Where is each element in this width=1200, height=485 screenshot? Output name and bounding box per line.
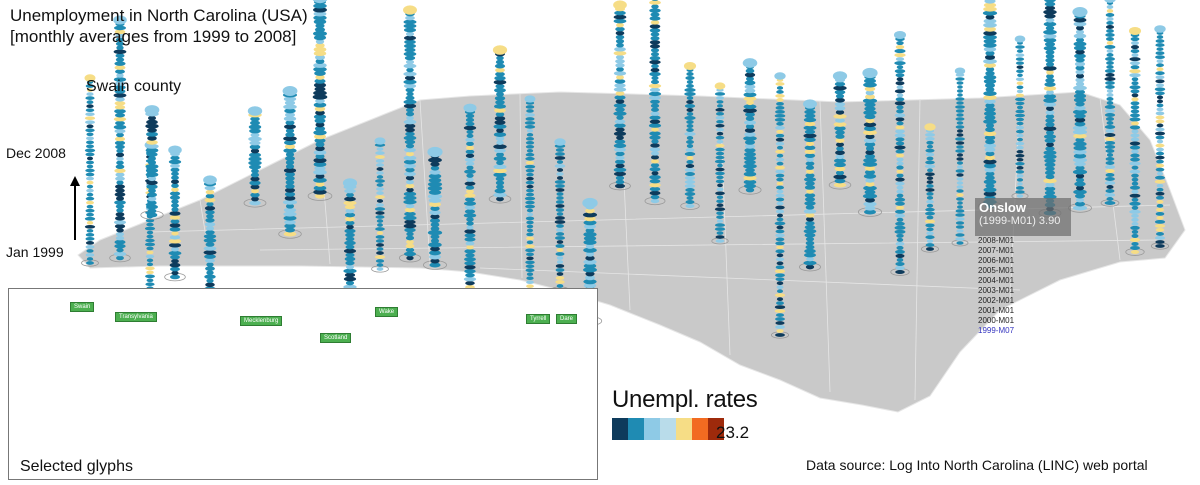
county-glyph[interactable] [828, 71, 852, 190]
selected-tag-dare[interactable]: Dare [556, 314, 578, 324]
county-glyphs [81, 0, 1170, 339]
tooltip-year: 2006-M01 [978, 256, 1015, 265]
county-glyph[interactable] [109, 15, 131, 263]
selected-glyphs-panel [8, 288, 598, 480]
swain-county-label: Swain county [86, 78, 182, 95]
tooltip-year: 2003-M01 [978, 286, 1015, 295]
county-glyph[interactable] [164, 145, 186, 282]
county-glyph[interactable] [951, 67, 969, 247]
county-glyph[interactable] [278, 86, 302, 239]
county-glyph[interactable] [770, 72, 790, 339]
tooltip-year: 2002-M01 [978, 296, 1015, 305]
legend-swatch [644, 418, 660, 440]
title-line-2: [monthly averages from 1999 to 2008] [10, 27, 297, 46]
tooltip-county-name: Onslow [979, 200, 1026, 215]
county-glyph[interactable] [423, 146, 447, 270]
county-glyph[interactable] [307, 0, 333, 201]
county-glyph[interactable] [799, 99, 821, 272]
county-glyph[interactable] [857, 67, 883, 217]
tooltip-year: 2000-M01 [978, 316, 1015, 325]
legend-swatch [628, 418, 644, 440]
selected-tag-wake[interactable]: Wake [375, 307, 399, 317]
county-glyph[interactable] [550, 138, 570, 294]
legend-swatch [660, 418, 676, 440]
selected-tag-scotland[interactable]: Scotland [320, 333, 352, 343]
legend-swatch [676, 418, 692, 440]
legend-swatch [612, 418, 628, 440]
title-line-1: Unemployment in North Carolina (USA) [10, 6, 308, 25]
county-glyph[interactable] [921, 123, 939, 253]
county-glyph[interactable] [398, 5, 422, 263]
county-glyph[interactable] [371, 137, 389, 273]
county-glyph[interactable] [140, 105, 164, 220]
tooltip-year: 2007-M01 [978, 246, 1015, 255]
county-glyph[interactable] [459, 103, 481, 316]
county-glyph[interactable] [1011, 35, 1029, 200]
time-top-label: Dec 2008 [6, 145, 66, 161]
legend-title: Unempl. rates [612, 386, 758, 413]
tooltip-year: 1999-M07 [978, 326, 1015, 335]
county-glyph[interactable] [890, 30, 910, 276]
legend-swatch [692, 418, 708, 440]
county-glyph[interactable] [81, 74, 99, 267]
selected-tag-transylvania[interactable]: Transylvania [115, 312, 157, 322]
selected-tag-swain[interactable]: Swain [70, 302, 95, 312]
county-glyph[interactable] [1125, 26, 1145, 256]
tooltip-detail: (1999-M01) 3.90 [979, 215, 1061, 227]
time-bottom-label: Jan 1999 [6, 244, 64, 260]
data-source-note: Data source: Log Into North Carolina (LI… [806, 457, 1148, 473]
tooltip-year: 2004-M01 [978, 276, 1015, 285]
nc-state-map [77, 91, 1186, 413]
inset-caption: Selected glyphs [20, 458, 133, 475]
time-arrow-icon [70, 176, 80, 240]
selected-tag-mecklenburg[interactable]: Mecklenburg [240, 316, 283, 326]
county-glyph[interactable] [1100, 0, 1120, 207]
tooltip-year: 2001-M01 [978, 306, 1015, 315]
county-glyph[interactable] [644, 0, 666, 206]
county-glyph[interactable] [609, 0, 631, 191]
county-glyph[interactable] [243, 106, 267, 208]
tooltip-year-list: 2008-M01 2007-M01 2006-M01 2005-M01 2004… [978, 236, 1014, 336]
onslow-tooltip: Onslow (1999-M01) 3.90 [975, 198, 1071, 236]
county-glyph[interactable] [680, 61, 700, 210]
tooltip-year: 2008-M01 [978, 236, 1015, 245]
legend-swatch [708, 418, 724, 440]
county-glyph[interactable] [978, 0, 1002, 211]
legend-max-value: 23.2 [716, 423, 750, 442]
county-glyph[interactable] [711, 82, 729, 245]
county-glyph[interactable] [488, 45, 512, 204]
tooltip-year: 2005-M01 [978, 266, 1015, 275]
county-glyph[interactable] [1150, 25, 1170, 250]
legend-color-scale [612, 418, 724, 440]
selected-tag-tyrrell[interactable]: Tyrrell [526, 314, 551, 324]
county-glyph[interactable] [1068, 6, 1092, 213]
county-glyph[interactable] [738, 58, 762, 195]
